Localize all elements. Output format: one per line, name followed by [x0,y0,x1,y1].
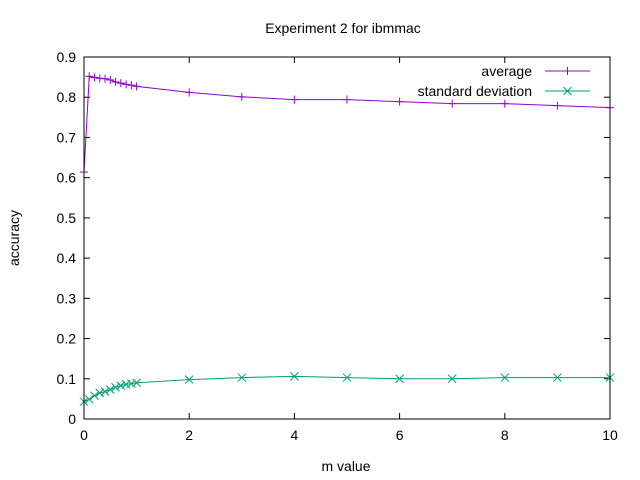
data-point-average [132,82,141,91]
legend-marker-average [563,67,572,75]
x-tick-label: 2 [185,427,193,443]
y-tick-label: 0.9 [57,49,77,65]
x-axis-title: m value [321,458,370,474]
data-point-standard-deviation [111,382,120,392]
data-point-standard-deviation [100,387,110,397]
data-point-average [122,80,131,89]
data-point-standard-deviation [84,394,94,404]
data-point-average [116,79,125,88]
data-point-standard-deviation [553,373,562,382]
y-tick-label: 0.8 [57,89,77,105]
data-point-average [343,95,351,104]
data-point-standard-deviation [290,372,299,381]
data-point-standard-deviation [95,388,105,398]
data-point-average [185,88,194,97]
data-point-standard-deviation [126,379,136,388]
data-point-average [85,72,94,81]
series-average [80,72,614,177]
data-point-average [290,95,299,104]
data-point-standard-deviation [395,374,404,384]
y-tick-label: 0.7 [57,129,77,145]
data-point-average [106,75,115,84]
data-point-standard-deviation [132,378,141,388]
y-tick-label: 0.3 [57,290,77,306]
x-tick-label: 8 [501,427,509,443]
axis-ticks [83,56,611,420]
data-point-average [111,77,120,86]
series-layer [79,72,615,407]
legend: average standard deviation [418,63,590,99]
data-point-standard-deviation [121,380,131,389]
x-tick-label: 0 [80,427,88,443]
data-point-average [395,97,404,106]
data-point-average [448,99,457,108]
data-point-average [90,73,99,82]
x-tick-label: 10 [602,427,618,443]
x-tick-label: 6 [396,427,404,443]
chart-title: Experiment 2 for ibmmac [265,20,421,36]
y-tick-label: 0.2 [57,331,77,347]
legend-marker-standard-deviation [563,86,572,96]
y-tick-label: 0.5 [57,210,77,226]
axis-tick-labels: 0 0.1 0.2 0.3 0.4 0.5 0.6 0.7 0.8 0.9 0 2 4 6 8 10 [57,49,618,443]
data-point-standard-deviation [184,375,194,384]
data-point-average [500,99,509,108]
data-point-average [237,92,246,101]
data-point-standard-deviation [447,374,457,384]
data-point-standard-deviation [342,373,352,382]
y-tick-label: 0.1 [57,371,77,387]
legend-label-standard-deviation: standard deviation [418,83,532,99]
data-point-average [127,81,136,90]
y-tick-label: 0.6 [57,170,77,186]
data-point-average [101,74,110,83]
data-point-average [553,101,562,110]
data-point-standard-deviation [237,373,247,382]
y-axis-title: accuracy [6,210,22,266]
legend-label-average: average [481,63,532,79]
plot-frame [83,56,611,420]
data-point-standard-deviation [116,381,126,390]
series-standard-deviation [79,372,615,407]
y-tick-label: 0.4 [57,250,77,266]
y-tick-label: 0 [68,411,76,427]
data-point-standard-deviation [90,391,99,401]
data-point-standard-deviation [500,373,510,382]
data-point-standard-deviation [105,385,115,394]
x-tick-label: 4 [291,427,299,443]
